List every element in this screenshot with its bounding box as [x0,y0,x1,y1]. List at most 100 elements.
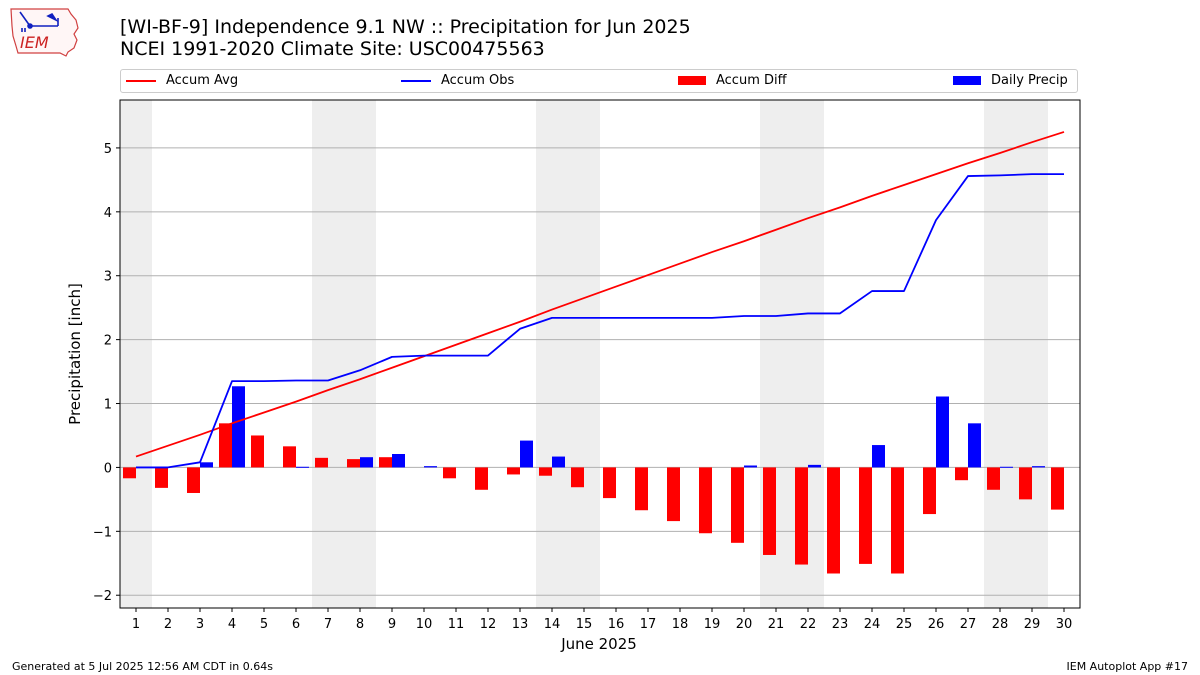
x-tick-label-23: 23 [832,617,849,632]
accum-diff-bar-30 [1051,467,1064,510]
accum-diff-bar-5 [251,435,264,468]
accum-diff-bar-4 [219,423,232,468]
x-tick-label-15: 15 [576,617,593,632]
x-tick-label-3: 3 [196,617,204,632]
x-tick-label-24: 24 [864,617,881,632]
logo-text: IEM [20,33,49,52]
accum-diff-bar-24 [859,467,872,564]
y-tick-label-4: 4 [104,206,112,221]
accum-diff-bar-27 [955,467,968,481]
x-axis-ticks: 1 2 3 4 5 6 7 8 9 10 11 12 13 14 15 16 17 18 19 20 21 22 23 24 2… [132,608,1072,632]
weekend-band-15 [568,100,600,608]
daily-precip-bar-29 [1032,466,1045,468]
accum-diff-bar-13 [507,467,520,475]
weekend-band-8 [344,100,376,608]
legend-item-daily-precip: Daily Precip [953,73,1068,88]
daily-precip-bar-4 [232,386,245,468]
weekend-band-21 [760,100,792,608]
x-tick-label-22: 22 [800,617,817,632]
daily-precip-bar-26 [936,396,949,468]
gridlines [120,147,1080,596]
lines [135,131,1065,469]
accum-diff-bar-17 [635,467,648,511]
accum-diff-bar-18 [667,467,680,522]
daily-precip-bar-6 [296,466,309,468]
accum-diff-bar-6 [283,446,296,468]
footer-generated: Generated at 5 Jul 2025 12:56 AM CDT in … [12,660,273,673]
legend: Accum Avg Accum Obs Accum Diff Daily Pre… [120,69,1078,93]
legend-label-accum-diff: Accum Diff [716,73,787,88]
accum-diff-bar-7 [315,457,328,468]
daily-precip-bar-24 [872,445,885,468]
weekend-shading [120,100,1048,608]
bars [123,386,1064,574]
x-tick-label-10: 10 [416,617,433,632]
weekend-band-7 [312,100,344,608]
legend-swatch-accum-diff [678,76,706,85]
accum-diff-bar-29 [1019,467,1032,500]
x-tick-label-5: 5 [260,617,268,632]
accum-diff-bar-9 [379,457,392,468]
x-tick-label-17: 17 [640,617,657,632]
accum-obs-line [136,173,1064,469]
footer-app: IEM Autoplot App #17 [1066,660,1189,673]
accum-diff-bar-26 [923,467,936,515]
x-tick-label-4: 4 [228,617,236,632]
y-tick-label-0: 0 [104,461,112,476]
accum-diff-bar-12 [475,467,488,490]
x-tick-label-21: 21 [768,617,785,632]
x-tick-label-13: 13 [512,617,529,632]
legend-item-accum-obs: Accum Obs [401,73,514,88]
accum-diff-bar-8 [347,459,360,468]
daily-precip-bar-14 [552,456,565,468]
daily-precip-bar-3 [200,462,213,468]
y-tick-label--2: −2 [93,589,112,604]
weekend-band-1 [120,100,152,608]
accum-diff-bar-11 [443,467,456,479]
weekend-band-28 [984,100,1016,608]
x-tick-label-8: 8 [356,617,364,632]
x-tick-label-18: 18 [672,617,689,632]
x-tick-label-26: 26 [928,617,945,632]
y-tick-label-3: 3 [104,270,112,285]
accum-diff-bar-19 [699,467,712,534]
weather-station-icon [19,11,59,32]
iowa-outline-icon [10,8,79,57]
accum-avg-line [135,131,1065,458]
accum-diff-bar-14 [539,467,552,476]
legend-label-accum-avg: Accum Avg [166,73,239,88]
accum-diff-bar-21 [763,467,776,555]
y-axis-ticks: −2 −1 0 1 2 3 4 5 [93,142,120,604]
y-tick-label-1: 1 [104,398,112,413]
accum-diff-bar-3 [187,467,200,493]
accum-diff-bar-23 [827,467,840,574]
accum-diff-bar-1 [123,467,136,479]
daily-precip-bar-22 [808,464,821,468]
x-tick-label-9: 9 [388,617,396,632]
x-tick-label-30: 30 [1056,617,1073,632]
weekend-band-29 [1016,100,1048,608]
x-tick-label-19: 19 [704,617,721,632]
legend-item-accum-avg: Accum Avg [126,73,238,88]
accum-diff-bar-28 [987,467,1000,490]
y-tick-label-5: 5 [104,142,112,157]
accum-diff-bar-2 [155,467,168,488]
chart-subtitle: NCEI 1991-2020 Climate Site: USC00475563 [120,38,545,60]
x-tick-label-25: 25 [896,617,913,632]
legend-label-accum-obs: Accum Obs [441,73,515,88]
accum-diff-bar-20 [731,467,744,543]
x-tick-label-6: 6 [292,617,300,632]
x-tick-label-7: 7 [324,617,332,632]
x-tick-label-12: 12 [480,617,497,632]
x-tick-label-29: 29 [1024,617,1041,632]
x-axis-label: June 2025 [560,635,637,653]
legend-label-daily-precip: Daily Precip [991,73,1068,88]
accum-diff-bar-22 [795,467,808,565]
daily-precip-bar-10 [424,466,437,468]
accum-diff-bar-25 [891,467,904,574]
chart-title: [WI-BF-9] Independence 9.1 NW :: Precipi… [120,16,691,38]
y-tick-label-2: 2 [104,334,112,349]
x-tick-label-1: 1 [132,617,140,632]
y-tick-label--1: −1 [93,525,112,540]
